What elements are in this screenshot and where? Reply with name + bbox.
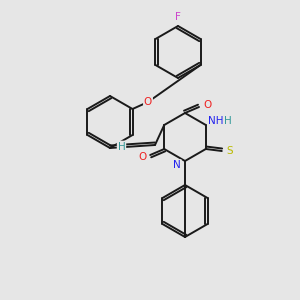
Text: N: N: [173, 160, 181, 170]
Text: O: O: [138, 152, 146, 162]
Text: O: O: [144, 97, 152, 107]
Text: S: S: [226, 146, 233, 156]
Text: F: F: [175, 12, 181, 22]
Text: NH: NH: [208, 116, 224, 126]
Text: H: H: [118, 142, 125, 152]
Text: H: H: [224, 116, 232, 126]
Text: O: O: [203, 100, 211, 110]
